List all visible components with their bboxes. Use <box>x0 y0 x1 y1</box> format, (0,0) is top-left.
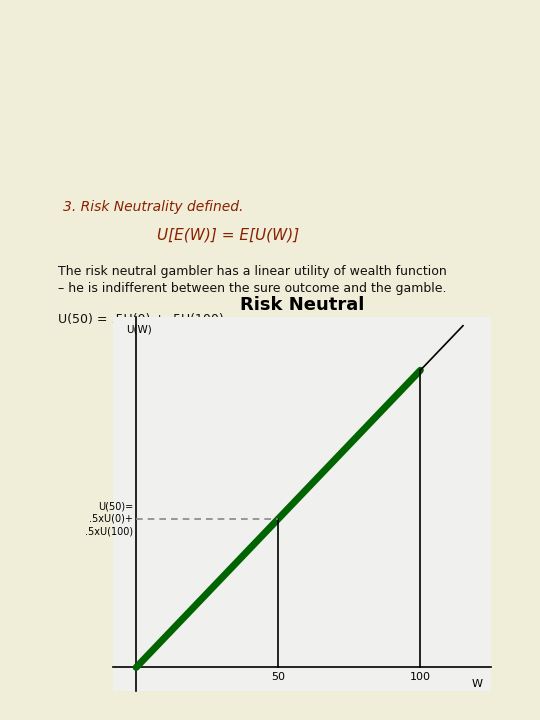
Text: U(50)=
.5xU(0)+
.5xU(100): U(50)= .5xU(0)+ .5xU(100) <box>85 501 133 536</box>
Text: 3. Risk Neutrality defined.: 3. Risk Neutrality defined. <box>63 200 244 215</box>
Text: The risk neutral gambler has a linear utility of wealth function
– he is indiffe: The risk neutral gambler has a linear ut… <box>58 265 447 295</box>
Text: W: W <box>471 679 483 689</box>
Text: U(W): U(W) <box>126 325 152 335</box>
Title: Risk Neutral: Risk Neutral <box>240 296 364 314</box>
Text: U(50) = .5U(0) + .5U(100).: U(50) = .5U(0) + .5U(100). <box>58 313 228 326</box>
Text: U[E(W)] = E[U(W)]: U[E(W)] = E[U(W)] <box>157 228 299 242</box>
